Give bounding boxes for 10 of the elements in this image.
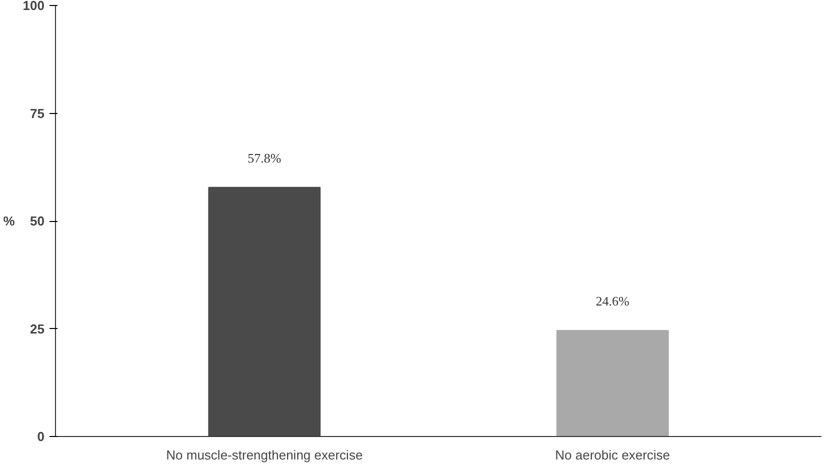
x-tick-label: No aerobic exercise — [555, 448, 670, 462]
y-tick-label: 0 — [37, 429, 45, 444]
x-tick-label: No muscle-strengthening exercise — [166, 448, 363, 462]
data-label: 57.8% — [248, 150, 282, 166]
y-axis-title: % — [3, 214, 16, 228]
y-tick-label: 75 — [30, 106, 45, 121]
y-tick-label: 25 — [30, 321, 45, 336]
y-tick-label: 100 — [22, 0, 45, 13]
y-tick-label: 50 — [30, 214, 45, 228]
data-label: 24.6% — [596, 293, 630, 308]
